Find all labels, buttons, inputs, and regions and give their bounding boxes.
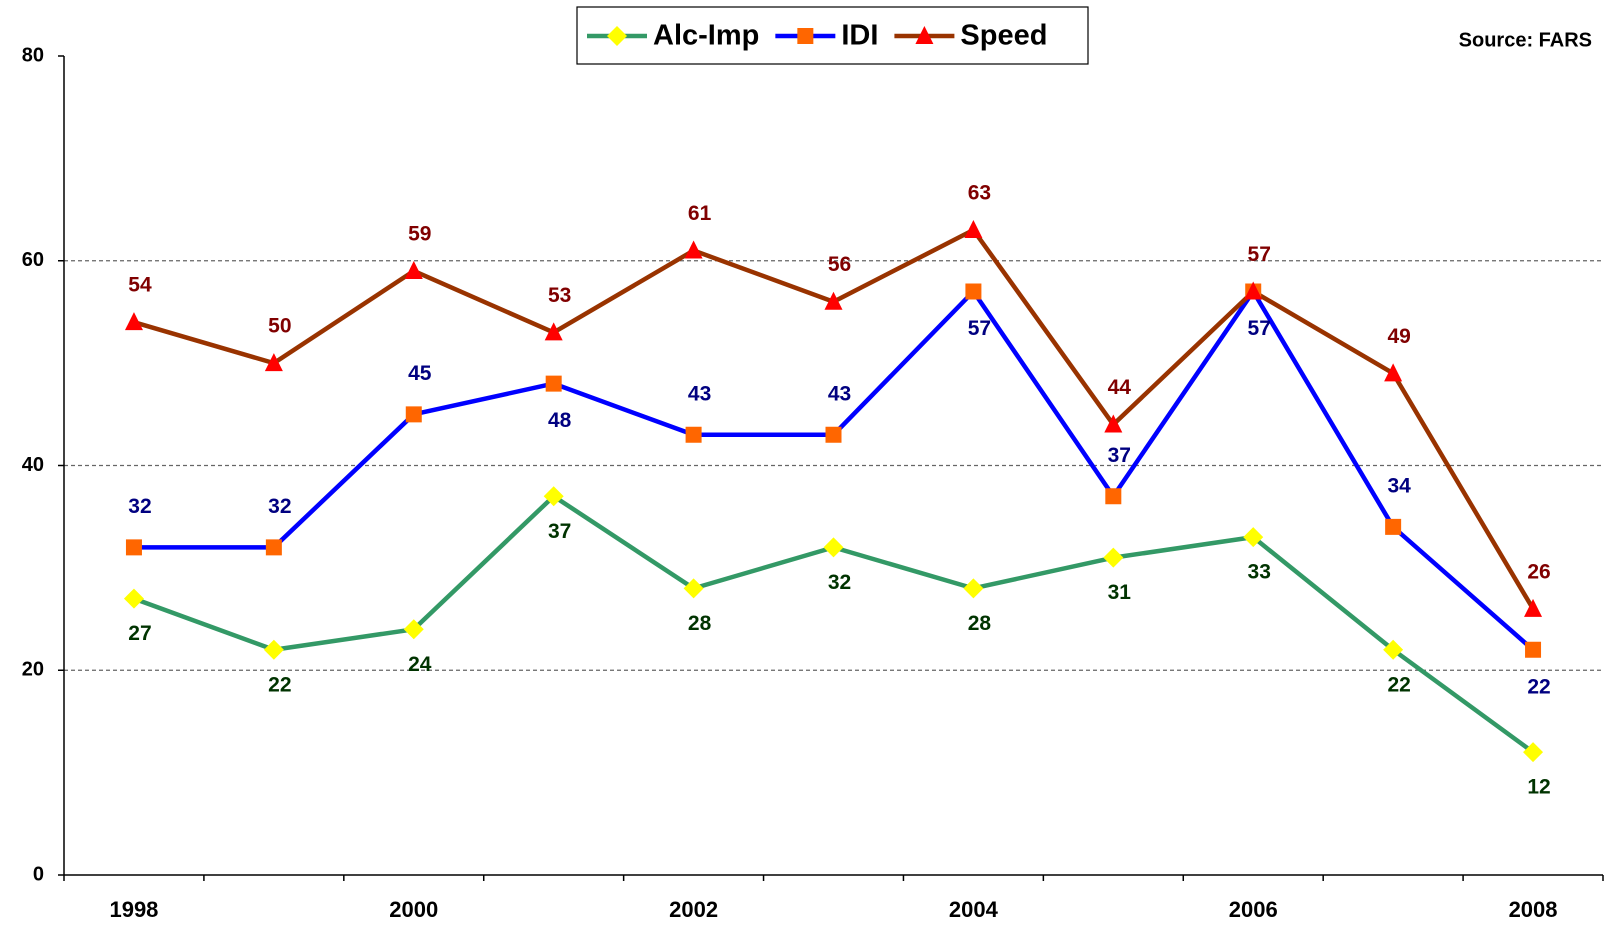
x-tick-label: 2004 <box>949 897 999 922</box>
data-label: 22 <box>1527 675 1550 698</box>
data-label: 22 <box>268 673 291 696</box>
x-tick-label: 2000 <box>389 897 438 922</box>
y-tick-label: 40 <box>22 454 44 476</box>
y-tick-label: 20 <box>22 659 44 681</box>
legend-label: Alc-Imp <box>653 20 759 52</box>
data-label: 37 <box>1108 444 1131 467</box>
data-label: 57 <box>968 317 991 340</box>
data-label: 59 <box>408 223 431 246</box>
marker <box>826 427 842 443</box>
x-tick-label: 1998 <box>109 897 158 922</box>
data-label: 32 <box>128 495 151 518</box>
data-label: 49 <box>1387 325 1410 348</box>
data-label: 50 <box>268 315 291 338</box>
data-label: 26 <box>1527 560 1550 583</box>
marker <box>1385 519 1401 535</box>
data-label: 53 <box>548 284 571 307</box>
data-label: 28 <box>688 612 712 635</box>
data-label: 28 <box>968 612 992 635</box>
source-note: Source: FARS <box>1459 29 1592 51</box>
y-tick-label: 80 <box>22 44 44 66</box>
data-label: 44 <box>1108 376 1132 399</box>
data-label: 63 <box>968 182 991 205</box>
x-tick-label: 2008 <box>1509 897 1558 922</box>
marker <box>126 539 142 555</box>
data-label: 31 <box>1108 581 1132 604</box>
data-label: 56 <box>828 253 851 276</box>
data-label: 48 <box>548 409 572 432</box>
y-tick-label: 0 <box>33 863 44 885</box>
chart: Source: FARS 0 20 40 60 80 1998 2000 2002 2004 20… <box>0 0 1608 928</box>
data-label: 54 <box>128 274 152 297</box>
data-label: 32 <box>268 495 291 518</box>
data-label: 27 <box>128 622 151 645</box>
data-label: 22 <box>1387 673 1410 696</box>
data-label: 34 <box>1387 474 1411 497</box>
background <box>0 0 1608 928</box>
legend-label: Speed <box>960 20 1047 52</box>
marker <box>406 406 422 422</box>
marker <box>797 28 813 44</box>
legend-label: IDI <box>841 20 878 52</box>
y-tick-label: 60 <box>22 249 44 271</box>
data-label: 24 <box>408 653 432 676</box>
data-label: 12 <box>1527 776 1550 799</box>
marker <box>965 283 981 299</box>
marker <box>546 376 562 392</box>
legend: Alc-Imp IDI Speed <box>577 7 1088 64</box>
data-label: 61 <box>688 202 712 225</box>
data-label: 43 <box>828 382 851 405</box>
data-label: 57 <box>1248 243 1271 266</box>
x-tick-label: 2006 <box>1229 897 1278 922</box>
data-label: 37 <box>548 520 571 543</box>
data-label: 45 <box>408 362 432 385</box>
marker <box>266 539 282 555</box>
data-label: 32 <box>828 571 851 594</box>
marker <box>1525 642 1541 658</box>
data-label: 33 <box>1248 561 1271 584</box>
x-tick-label: 2002 <box>669 897 718 922</box>
data-label: 57 <box>1248 317 1271 340</box>
marker <box>1105 488 1121 504</box>
data-label: 43 <box>688 382 711 405</box>
marker <box>686 427 702 443</box>
